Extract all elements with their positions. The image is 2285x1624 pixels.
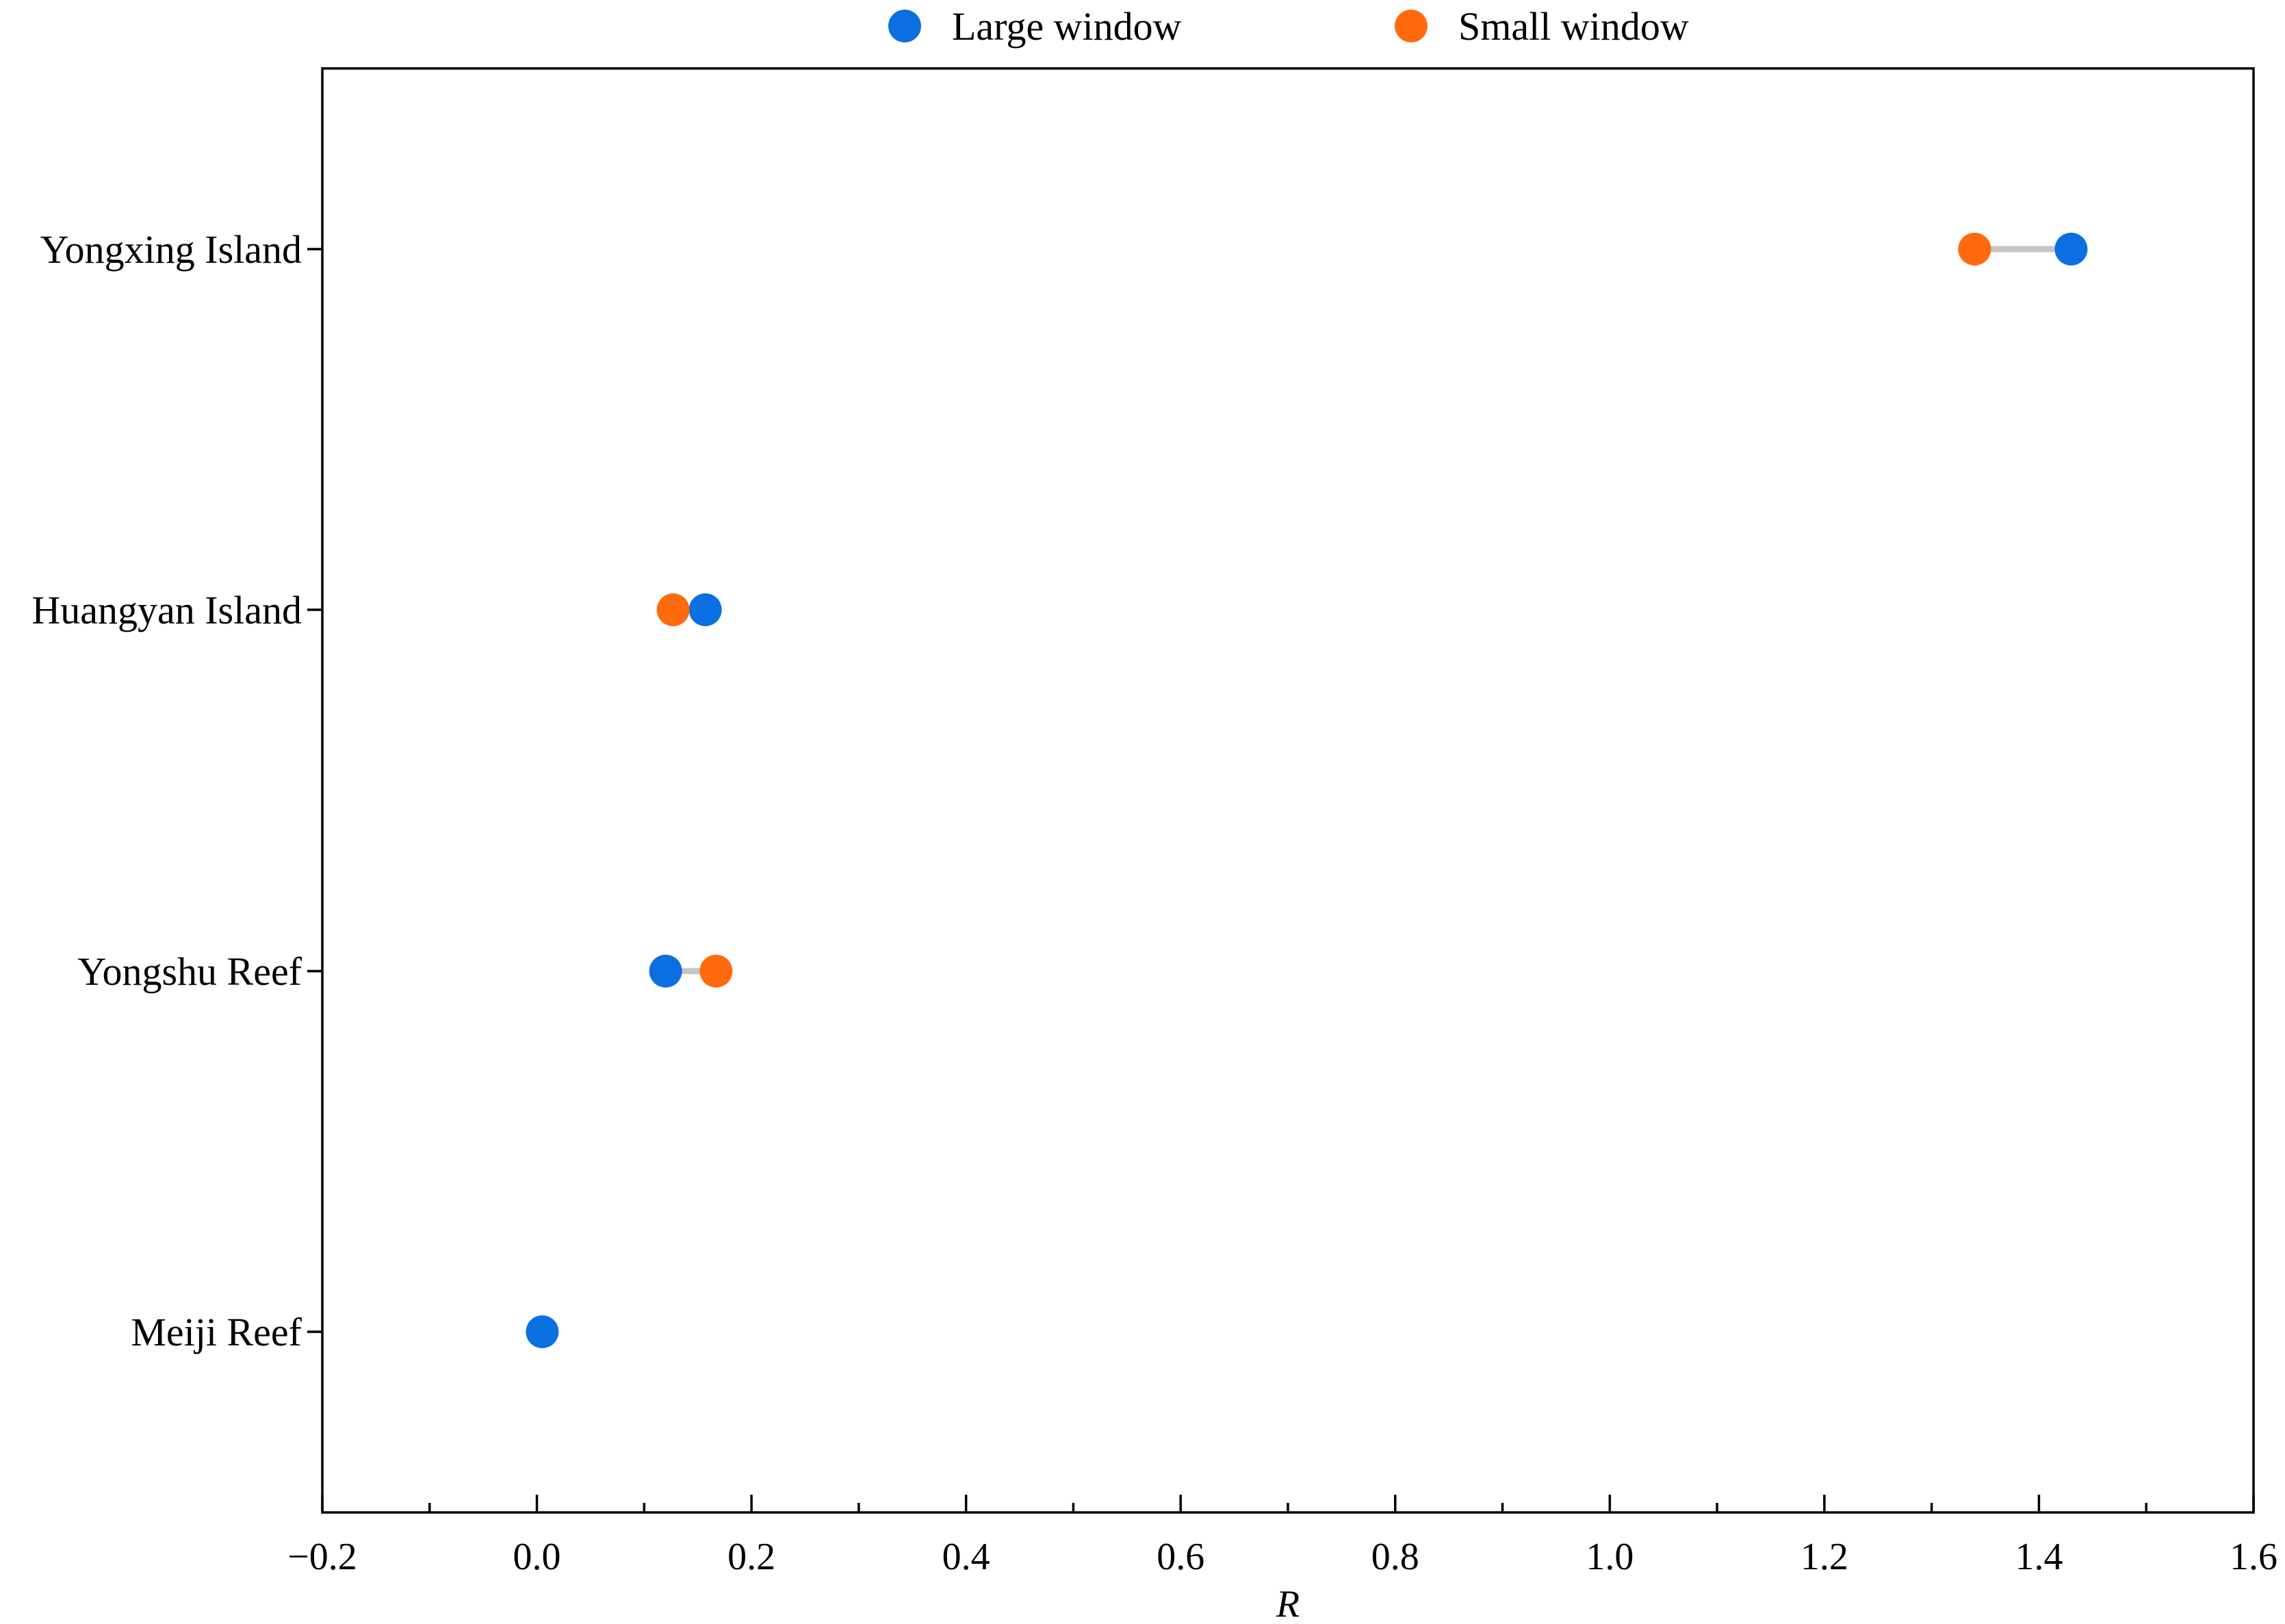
plot-frame — [321, 67, 2255, 1514]
legend-label: Large window — [952, 4, 1182, 49]
large-window-point — [649, 955, 682, 988]
x-tick-label: −0.2 — [287, 1536, 357, 1578]
legend-label: Small window — [1458, 4, 1689, 49]
y-category-label: Yongshu Reef — [77, 949, 302, 994]
legend: Large window Small window — [888, 4, 1689, 49]
y-category-label: Yongxing Island — [40, 227, 302, 272]
large-window-point — [688, 593, 722, 626]
y-category-label: Huangyan Island — [31, 588, 302, 632]
x-axis-title: R — [1276, 1583, 1300, 1624]
legend-marker — [1395, 10, 1428, 42]
x-tick-label: 1.6 — [2230, 1536, 2277, 1578]
x-tick-label: 1.4 — [2015, 1536, 2063, 1578]
x-tick-label: 0.0 — [513, 1536, 561, 1578]
legend-marker — [888, 10, 921, 42]
y-category-label: Meiji Reef — [131, 1310, 302, 1354]
data-marks — [526, 233, 2088, 1348]
x-tick-label: 1.0 — [1586, 1536, 1634, 1578]
y-axis: Yongxing Island Huangyan Island Yongshu Re… — [31, 227, 322, 1354]
x-tick-label: 0.8 — [1371, 1536, 1419, 1578]
x-tick-label: 0.6 — [1157, 1536, 1204, 1578]
large-window-point — [526, 1315, 559, 1348]
small-window-point — [656, 593, 690, 626]
large-window-point — [2054, 233, 2088, 266]
x-tick-label: 0.2 — [727, 1536, 775, 1578]
x-axis: −0.2 0.0 0.2 0.4 0.6 0.8 1.0 1.2 1.4 1.6 — [287, 1495, 2277, 1578]
small-window-point — [1958, 233, 1991, 266]
x-tick-label: 1.2 — [1800, 1536, 1848, 1578]
small-window-point — [699, 955, 733, 988]
x-tick-label: 0.4 — [942, 1536, 990, 1578]
